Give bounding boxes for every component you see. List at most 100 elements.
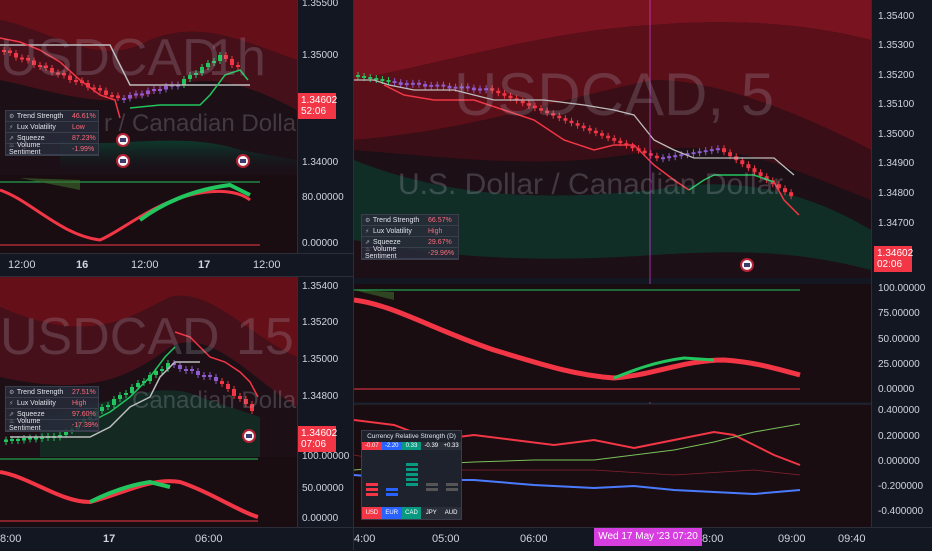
candle xyxy=(130,387,134,393)
volatility-icon: ⚡ xyxy=(9,124,14,131)
trend-strength-icon: ⚙ xyxy=(365,217,371,224)
time-label: 09:00 xyxy=(778,533,806,545)
time-axis-15m[interactable]: 8:00 17 06:00 xyxy=(0,527,353,551)
bar-countdown: 02:06 xyxy=(877,259,903,270)
candle xyxy=(703,150,708,153)
chart-pane-5m[interactable]: USDCAD, 5 U.S. Dollar / Canadian Dollar … xyxy=(354,0,871,527)
candle xyxy=(232,389,236,396)
us-flag-event-icon[interactable] xyxy=(242,429,256,443)
bar-countdown: 07:06 xyxy=(301,439,327,450)
candle xyxy=(667,156,672,159)
pane-divider[interactable] xyxy=(353,0,354,550)
candle xyxy=(206,63,210,67)
candle xyxy=(532,105,537,109)
info-label: Volume Sentiment xyxy=(365,246,397,260)
price-label: 1.34000 xyxy=(302,157,339,168)
candle xyxy=(722,148,726,153)
candle xyxy=(220,381,224,384)
candle xyxy=(32,60,36,65)
chart-15m-canvas xyxy=(0,277,297,527)
price-label: 1.35200 xyxy=(302,317,339,328)
candle xyxy=(112,399,116,405)
osc-label: 0.00000 xyxy=(302,513,339,524)
last-price: 1.34602 xyxy=(301,95,338,106)
price-axis-1h[interactable]: 1.35500 1.35000 1.34000 1.34602 52:06 80… xyxy=(297,0,354,253)
candle xyxy=(182,79,186,85)
candle xyxy=(575,123,580,126)
candle xyxy=(56,72,60,75)
candle xyxy=(697,151,702,154)
time-axis-1h[interactable]: 12:00 16 12:00 17 12:00 xyxy=(0,253,353,277)
chart-pane-15m[interactable]: USDCAD 15 Canadian Dollar ⚙ Trend Streng… xyxy=(0,277,297,527)
candle xyxy=(612,138,617,141)
chart-pane-1h[interactable]: USDCAD 1h r / Canadian Dollar ⚙ Trend St… xyxy=(0,0,297,253)
candle xyxy=(44,65,48,68)
candle xyxy=(4,439,8,442)
candle xyxy=(106,405,110,407)
candle xyxy=(508,95,513,99)
candle xyxy=(606,135,611,139)
crs-value-cad: 0.33 xyxy=(401,442,422,450)
info-label: Volume Sentiment xyxy=(9,142,41,156)
price-axis-15m[interactable]: 1.35400 1.35200 1.35000 1.34800 1.34602 … xyxy=(297,277,354,527)
candle xyxy=(679,154,684,157)
us-flag-event-icon[interactable] xyxy=(236,154,250,168)
candle xyxy=(551,113,556,116)
osc-label: 0.00000 xyxy=(878,384,915,395)
volatility-icon: ⚡ xyxy=(9,400,14,407)
candle xyxy=(238,396,242,399)
last-price-tag: 1.34602 07:06 xyxy=(298,426,337,452)
candle xyxy=(545,110,550,114)
us-flag-event-icon[interactable] xyxy=(116,133,130,147)
trend-strength-icon: ⚙ xyxy=(9,113,15,120)
candle xyxy=(435,84,440,87)
candle xyxy=(122,98,126,100)
candle xyxy=(441,84,446,87)
time-label: 06:00 xyxy=(195,533,223,545)
candle xyxy=(184,369,188,371)
candle xyxy=(539,108,543,111)
price-axis-5m[interactable]: 1.35400 1.35300 1.35200 1.35100 1.35000 … xyxy=(871,0,932,527)
info-value: High xyxy=(428,227,443,235)
candle xyxy=(410,82,415,85)
candle xyxy=(490,88,495,91)
us-flag-event-icon[interactable] xyxy=(740,258,754,272)
crs-value-jpy: -0.39 xyxy=(421,442,442,450)
candle xyxy=(164,86,168,90)
currency-relative-strength-table: Currency Relative Strength (D) -0.07 -2.… xyxy=(361,430,462,520)
candle xyxy=(98,88,102,91)
candle xyxy=(128,95,132,99)
candle xyxy=(38,65,42,67)
pane-divider[interactable] xyxy=(0,276,353,277)
candle xyxy=(581,125,586,129)
price-label: 1.34900 xyxy=(878,158,915,169)
us-flag-event-icon[interactable] xyxy=(116,154,130,168)
candle xyxy=(380,79,385,81)
info-label: Squeeze xyxy=(16,134,45,142)
candle xyxy=(465,86,470,89)
info-value: Low xyxy=(72,123,85,131)
candle xyxy=(630,145,635,149)
candle xyxy=(118,395,122,399)
squeeze-icon: ⇗ xyxy=(9,411,15,418)
time-label: 17 xyxy=(103,533,116,545)
candle xyxy=(648,153,653,156)
candle xyxy=(160,369,164,371)
candle xyxy=(673,155,678,158)
candle xyxy=(152,89,156,91)
info-value: 29.67% xyxy=(428,238,452,246)
candle xyxy=(2,50,6,52)
osc-label: 50.00000 xyxy=(878,334,920,345)
indicator-info-table: ⚙ Trend Strength 46.61% ⚡ Lux Volatility L… xyxy=(5,110,99,156)
candle xyxy=(68,75,72,80)
candle xyxy=(224,55,228,59)
info-label: Lux Volatility xyxy=(372,227,412,235)
candle xyxy=(654,155,659,159)
price-label: 1.35400 xyxy=(878,11,915,22)
crs-currency-usd: USD xyxy=(362,507,382,519)
candle xyxy=(62,73,66,76)
info-value: -17.39% xyxy=(71,421,98,429)
price-label: 1.35400 xyxy=(302,281,339,292)
candle xyxy=(593,130,598,134)
candle xyxy=(563,118,568,121)
